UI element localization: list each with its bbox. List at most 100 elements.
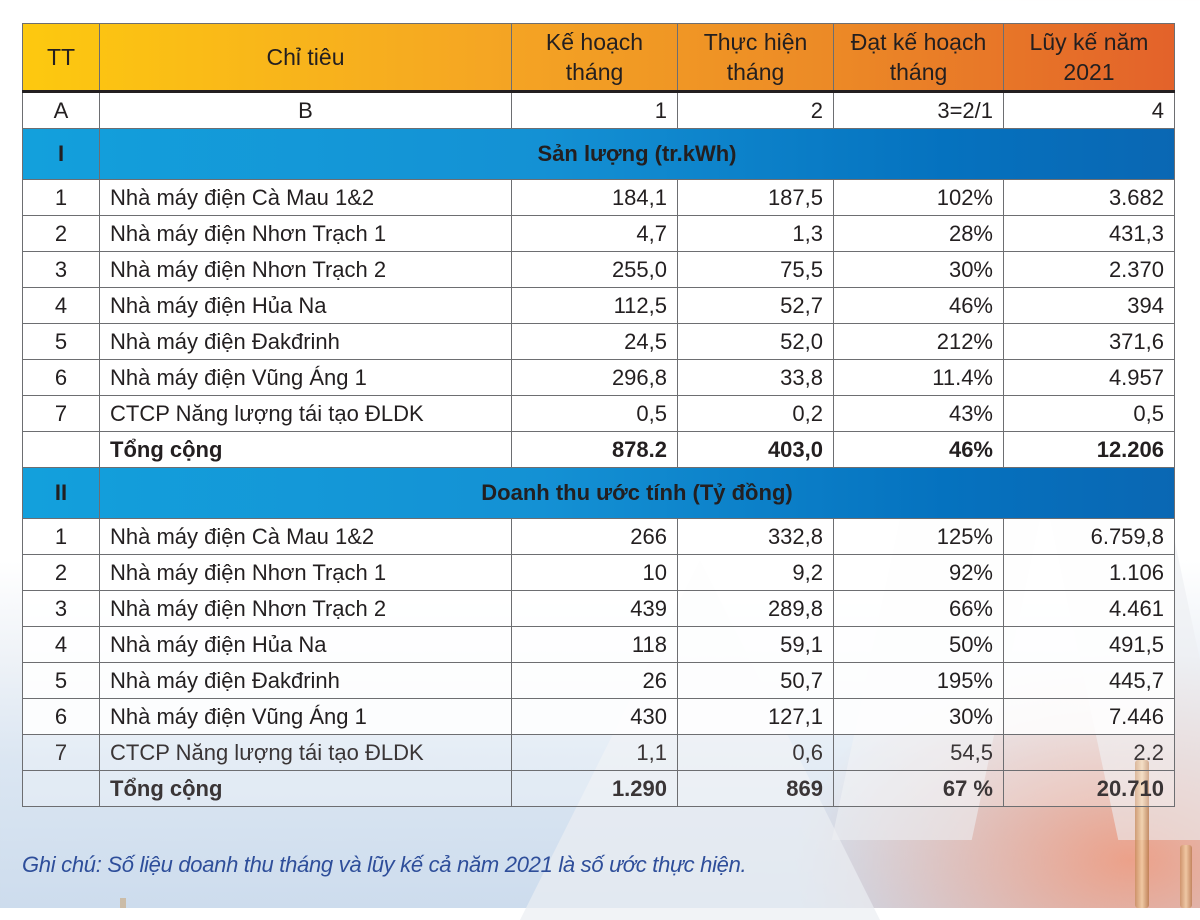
row-tt: 5 (22, 323, 100, 360)
row-ke-hoach: 112,5 (511, 287, 678, 324)
row-tt: 5 (22, 662, 100, 699)
row-luy-ke: 491,5 (1003, 626, 1175, 663)
row-luy-ke: 394 (1003, 287, 1175, 324)
row-thuc-hien: 0,6 (677, 734, 834, 771)
section-header-doanh-thu: II Doanh thu ước tính (Tỷ đồng) (22, 467, 1175, 519)
footnote: Ghi chú: Số liệu doanh thu tháng và lũy … (22, 852, 747, 877)
row-ke-hoach: 296,8 (511, 359, 678, 396)
row-ke-hoach: 430 (511, 698, 678, 735)
row-tt: 3 (22, 590, 100, 627)
row-name: Nhà máy điện Đakđrinh (99, 323, 512, 360)
row-thuc-hien: 0,2 (677, 395, 834, 432)
row-name: Nhà máy điện Nhơn Trạch 1 (99, 554, 512, 591)
row-name: Nhà máy điện Vũng Áng 1 (99, 359, 512, 396)
row-tt: 2 (22, 554, 100, 591)
row-luy-ke: 1.106 (1003, 554, 1175, 591)
row-luy-ke: 4.957 (1003, 359, 1175, 396)
row-dat: 125% (833, 518, 1004, 555)
row-tt: 2 (22, 215, 100, 252)
header-luy-ke-nam: Lũy kế năm 2021 (1003, 23, 1175, 93)
row-name: Nhà máy điện Nhơn Trạch 1 (99, 215, 512, 252)
row-ke-hoach: 1,1 (511, 734, 678, 771)
row-tt: 3 (22, 251, 100, 288)
row-ke-hoach: 10 (511, 554, 678, 591)
row-tt: 4 (22, 287, 100, 324)
row-ke-hoach: 26 (511, 662, 678, 699)
row-luy-ke: 2.2 (1003, 734, 1175, 771)
index-cell: B (99, 91, 512, 129)
total-row: Tổng cộng 1.290 869 67 % 20.710 (22, 770, 1175, 807)
section-roman: I (22, 128, 100, 180)
row-luy-ke: 371,6 (1003, 323, 1175, 360)
table-row: 2 Nhà máy điện Nhơn Trạch 1 10 9,2 92% 1… (22, 554, 1175, 591)
row-thuc-hien: 52,7 (677, 287, 834, 324)
row-dat: 30% (833, 251, 1004, 288)
refinery-chimney-image (120, 898, 126, 908)
index-cell: 2 (677, 91, 834, 129)
row-thuc-hien: 59,1 (677, 626, 834, 663)
row-luy-ke: 2.370 (1003, 251, 1175, 288)
row-luy-ke: 431,3 (1003, 215, 1175, 252)
row-dat: 46% (833, 287, 1004, 324)
total-ke-hoach: 1.290 (511, 770, 678, 807)
row-luy-ke: 6.759,8 (1003, 518, 1175, 555)
section-header-san-luong: I Sản lượng (tr.kWh) (22, 128, 1175, 180)
row-name: Nhà máy điện Cà Mau 1&2 (99, 179, 512, 216)
header-dat-ke-hoach-thang: Đạt kế hoạch tháng (833, 23, 1004, 93)
row-tt: 1 (22, 179, 100, 216)
row-thuc-hien: 75,5 (677, 251, 834, 288)
row-thuc-hien: 50,7 (677, 662, 834, 699)
header-ke-hoach-thang: Kế hoạch tháng (511, 23, 678, 93)
row-name: CTCP Năng lượng tái tạo ĐLDK (99, 395, 512, 432)
row-name: Nhà máy điện Hủa Na (99, 626, 512, 663)
header-thuc-hien-thang: Thực hiện tháng (677, 23, 834, 93)
row-thuc-hien: 1,3 (677, 215, 834, 252)
index-cell: A (22, 91, 100, 129)
row-tt: 4 (22, 626, 100, 663)
table-row: 4 Nhà máy điện Hủa Na 112,5 52,7 46% 394 (22, 287, 1175, 324)
row-tt: 1 (22, 518, 100, 555)
total-thuc-hien: 403,0 (677, 431, 834, 468)
row-thuc-hien: 33,8 (677, 359, 834, 396)
total-thuc-hien: 869 (677, 770, 834, 807)
row-tt: 7 (22, 395, 100, 432)
total-dat: 46% (833, 431, 1004, 468)
row-ke-hoach: 184,1 (511, 179, 678, 216)
row-thuc-hien: 332,8 (677, 518, 834, 555)
row-ke-hoach: 118 (511, 626, 678, 663)
total-ke-hoach: 878.2 (511, 431, 678, 468)
row-name: Nhà máy điện Hủa Na (99, 287, 512, 324)
row-dat: 11.4% (833, 359, 1004, 396)
row-thuc-hien: 9,2 (677, 554, 834, 591)
table-row: 5 Nhà máy điện Đakđrinh 26 50,7 195% 445… (22, 662, 1175, 699)
row-dat: 66% (833, 590, 1004, 627)
header-tt: TT (22, 23, 100, 93)
row-ke-hoach: 0,5 (511, 395, 678, 432)
section-roman: II (22, 467, 100, 519)
total-tt (22, 770, 100, 807)
row-dat: 102% (833, 179, 1004, 216)
table-row: 2 Nhà máy điện Nhơn Trạch 1 4,7 1,3 28% … (22, 215, 1175, 252)
table-row: 7 CTCP Năng lượng tái tạo ĐLDK 0,5 0,2 4… (22, 395, 1175, 432)
row-name: Nhà máy điện Nhơn Trạch 2 (99, 590, 512, 627)
row-ke-hoach: 24,5 (511, 323, 678, 360)
row-thuc-hien: 127,1 (677, 698, 834, 735)
row-dat: 195% (833, 662, 1004, 699)
row-luy-ke: 445,7 (1003, 662, 1175, 699)
table-row: 1 Nhà máy điện Cà Mau 1&2 184,1 187,5 10… (22, 179, 1175, 216)
row-tt: 6 (22, 698, 100, 735)
index-cell: 3=2/1 (833, 91, 1004, 129)
row-tt: 6 (22, 359, 100, 396)
row-dat: 28% (833, 215, 1004, 252)
report-table: TT Chỉ tiêu Kế hoạch tháng Thực hiện tháng… (22, 23, 1175, 807)
row-tt: 7 (22, 734, 100, 771)
row-ke-hoach: 4,7 (511, 215, 678, 252)
table-row: 1 Nhà máy điện Cà Mau 1&2 266 332,8 125%… (22, 518, 1175, 555)
table-row: 7 CTCP Năng lượng tái tạo ĐLDK 1,1 0,6 5… (22, 734, 1175, 771)
row-name: Nhà máy điện Vũng Áng 1 (99, 698, 512, 735)
total-dat: 67 % (833, 770, 1004, 807)
table-header-row: TT Chỉ tiêu Kế hoạch tháng Thực hiện tháng… (22, 23, 1175, 93)
row-dat: 43% (833, 395, 1004, 432)
section-title: Doanh thu ước tính (Tỷ đồng) (99, 467, 1175, 519)
table-row: 5 Nhà máy điện Đakđrinh 24,5 52,0 212% 3… (22, 323, 1175, 360)
